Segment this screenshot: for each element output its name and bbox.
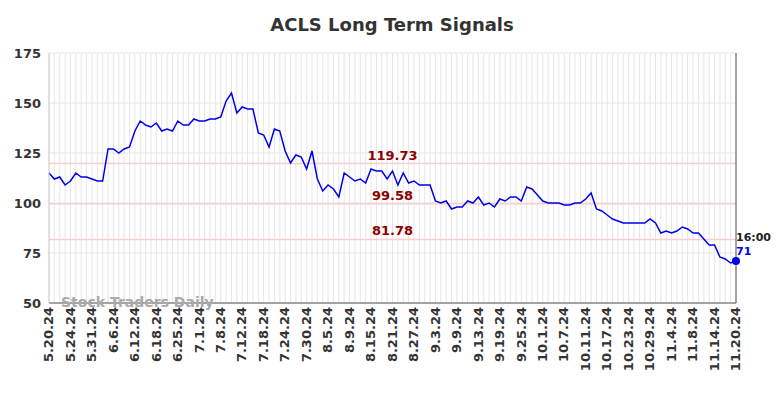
svg-text:10.29.24: 10.29.24: [642, 307, 657, 371]
svg-text:9.9.24: 9.9.24: [449, 307, 464, 353]
svg-text:10.23.24: 10.23.24: [621, 307, 636, 371]
svg-text:8.9.24: 8.9.24: [342, 307, 357, 353]
svg-text:125: 125: [14, 146, 41, 161]
svg-text:119.73: 119.73: [367, 148, 417, 163]
svg-text:10.7.24: 10.7.24: [556, 307, 571, 362]
svg-text:5.20.24: 5.20.24: [41, 307, 56, 362]
svg-text:7.8.24: 7.8.24: [213, 307, 228, 353]
svg-text:10.1.24: 10.1.24: [535, 307, 550, 362]
svg-text:71: 71: [736, 245, 751, 258]
svg-text:9.25.24: 9.25.24: [514, 307, 529, 362]
svg-text:8.15.24: 8.15.24: [363, 307, 378, 362]
svg-text:10.17.24: 10.17.24: [599, 307, 614, 371]
svg-text:16:00: 16:00: [736, 231, 771, 244]
svg-text:7.18.24: 7.18.24: [256, 307, 271, 362]
svg-text:175: 175: [14, 46, 41, 61]
svg-text:11.14.24: 11.14.24: [707, 307, 722, 371]
svg-text:7.30.24: 7.30.24: [299, 307, 314, 362]
svg-text:5.31.24: 5.31.24: [84, 307, 99, 362]
svg-text:11.4.24: 11.4.24: [664, 307, 679, 362]
svg-text:9.19.24: 9.19.24: [492, 307, 507, 362]
svg-text:8.21.24: 8.21.24: [385, 307, 400, 362]
svg-text:99.58: 99.58: [372, 188, 413, 203]
svg-text:8.5.24: 8.5.24: [320, 307, 335, 353]
svg-text:75: 75: [23, 246, 41, 261]
html-text:ACLS Long Term Signals: ACLS Long Term Signals: [270, 14, 514, 35]
svg-text:7.1.24: 7.1.24: [192, 307, 207, 353]
svg-text:100: 100: [14, 196, 41, 211]
svg-text:50: 50: [23, 296, 41, 311]
svg-text:7.24.24: 7.24.24: [277, 307, 292, 362]
svg-text:9.3.24: 9.3.24: [428, 307, 443, 353]
svg-text:11.8.24: 11.8.24: [685, 307, 700, 362]
svg-text:6.6.24: 6.6.24: [106, 307, 121, 353]
svg-text:5.24.24: 5.24.24: [63, 307, 78, 362]
svg-text:8.27.24: 8.27.24: [406, 307, 421, 362]
svg-text:6.18.24: 6.18.24: [149, 307, 164, 362]
svg-text:10.11.24: 10.11.24: [578, 307, 593, 371]
svg-text:6.12.24: 6.12.24: [127, 307, 142, 362]
svg-text:9.13.24: 9.13.24: [471, 307, 486, 362]
svg-text:7.12.24: 7.12.24: [234, 307, 249, 362]
svg-text:150: 150: [14, 96, 41, 111]
html-text:Stock Traders Daily: Stock Traders Daily: [61, 294, 214, 310]
svg-text:81.78: 81.78: [372, 223, 413, 238]
svg-text:6.25.24: 6.25.24: [170, 307, 185, 362]
svg-text:11.20.24: 11.20.24: [728, 307, 743, 371]
